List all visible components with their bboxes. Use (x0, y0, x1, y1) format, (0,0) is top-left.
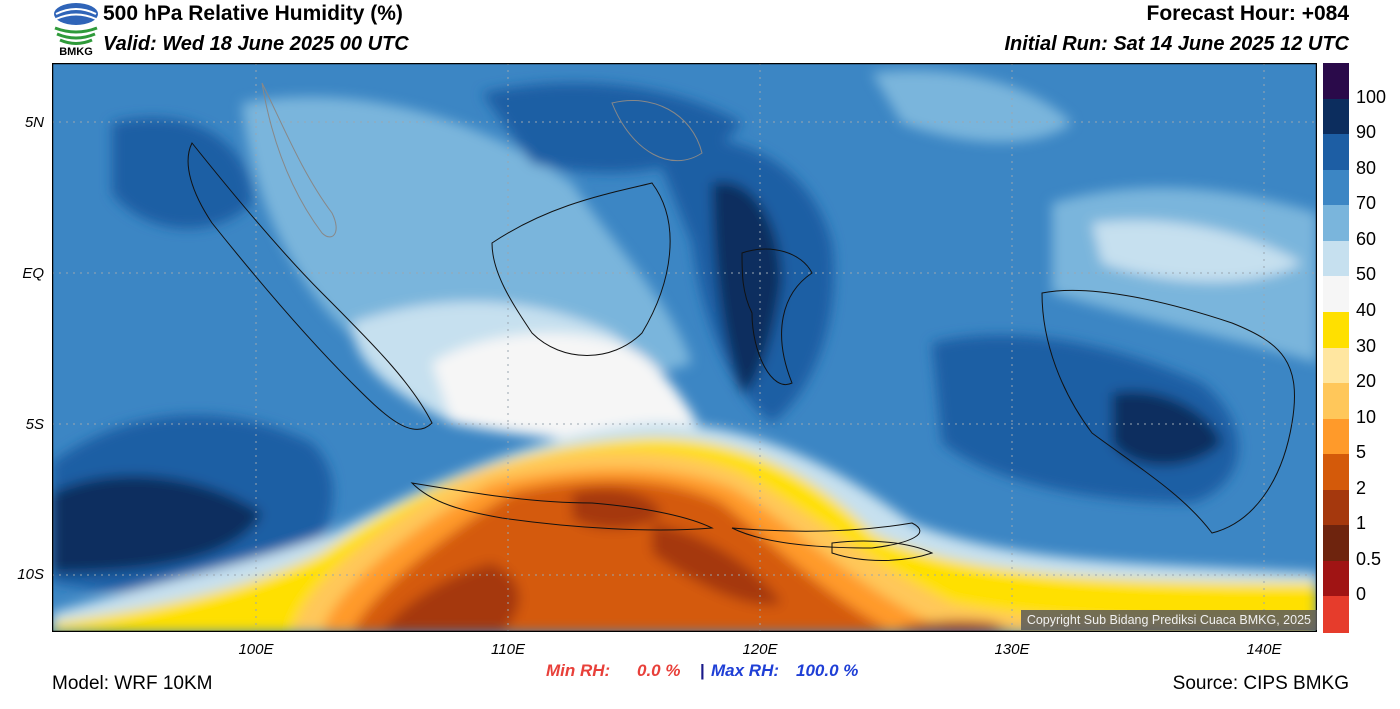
max-rh-label: Max RH: (711, 661, 780, 680)
colorbar (1323, 63, 1349, 633)
lon-label-140e: 140E (1246, 641, 1282, 658)
colorbar-label: 5 (1356, 442, 1367, 463)
rh-region-90-east (1112, 391, 1222, 466)
lon-label-110e: 110E (491, 641, 525, 658)
source-label: Source: CIPS BMKG (1172, 673, 1349, 694)
rh-region-90-sw (52, 475, 262, 573)
coastlines (187, 82, 1295, 561)
logo-text: BMKG (59, 46, 93, 58)
colorbar-label: 0.5 (1356, 548, 1382, 569)
sumatra-outline (187, 142, 433, 430)
min-rh-label: Min RH: (546, 661, 611, 680)
map-frame (51, 62, 1318, 633)
colorbar-swatch (1323, 525, 1349, 562)
humidity-map (46, 62, 1318, 638)
minmax-separator: | (700, 661, 705, 680)
rh-region-60 (242, 96, 692, 386)
colorbar-label: 70 (1356, 193, 1377, 214)
rh-region-80-nw (112, 117, 252, 229)
colorbar-swatch (1323, 134, 1349, 171)
max-rh-value: 100.0 % (796, 661, 859, 680)
rh-region-90-center (712, 181, 782, 393)
colorbar-label: 80 (1356, 157, 1377, 178)
java-outline (410, 482, 714, 531)
colorbar-label: 10 (1356, 406, 1377, 427)
borneo-outline (491, 182, 671, 356)
rh-band-1-java (572, 489, 662, 529)
lat-label-5s: 5S (25, 416, 44, 433)
map-title: 500 hPa Relative Humidity (%) (103, 2, 403, 25)
malay-peninsula-outline (261, 82, 337, 238)
rh-region-60-north (872, 70, 1072, 142)
lon-label-120e: 120E (742, 641, 778, 658)
lat-label-10s: 10S (17, 566, 44, 583)
colorbar-label: 0 (1356, 584, 1367, 605)
nusa-tenggara-outline (731, 522, 921, 549)
bmkg-logo-icon (54, 3, 98, 45)
map-canvas (46, 62, 1318, 638)
rh-band-05-south (892, 621, 1012, 632)
colorbar-label: 20 (1356, 371, 1377, 392)
forecast-hour: Forecast Hour: +084 (1146, 2, 1350, 25)
rh-band-1-sw (382, 563, 520, 632)
valid-time: Valid: Wed 18 June 2025 00 UTC (103, 33, 409, 55)
colorbar-swatch (1323, 596, 1349, 633)
timor-outline (831, 540, 934, 561)
colorbar-swatch (1323, 347, 1349, 384)
colorbar-label: 100 (1356, 86, 1387, 107)
lat-label-eq: EQ (22, 265, 44, 282)
copyright-notice: Copyright Sub Bidang Prediksi Cuaca BMKG… (1020, 610, 1317, 630)
colorbar-label: 30 (1356, 335, 1377, 356)
rh-band-1-south (652, 523, 782, 605)
colorbar-swatch (1323, 205, 1349, 242)
colorbar-swatch (1323, 276, 1349, 313)
rh-region-50-east (1092, 220, 1302, 282)
colorbar-swatch (1323, 311, 1349, 348)
min-rh-value: 0.0 % (637, 661, 681, 680)
colorbar-swatch (1323, 98, 1349, 135)
lat-label-5n: 5N (24, 114, 44, 131)
colorbar-label: 40 (1356, 299, 1377, 320)
rh-region-80-north (482, 83, 742, 173)
rh-region-40 (432, 333, 696, 448)
colorbar-swatch (1323, 169, 1349, 206)
colorbar-swatch (1323, 560, 1349, 597)
colorbar-swatch (1323, 454, 1349, 491)
colorbar-swatch (1323, 489, 1349, 526)
colorbar-swatch (1323, 383, 1349, 420)
bmkg-logo: BMKG (52, 2, 100, 60)
colorbar-label: 50 (1356, 264, 1377, 285)
initial-run: Initial Run: Sat 14 June 2025 12 UTC (1004, 33, 1349, 55)
colorbar-label: 60 (1356, 228, 1377, 249)
model-label: Model: WRF 10KM (52, 673, 213, 694)
colorbar-label: 90 (1356, 122, 1377, 143)
graticule (52, 63, 1317, 632)
colorbar-label: 2 (1356, 477, 1367, 498)
lon-label-130e: 130E (994, 641, 1030, 658)
colorbar-swatch (1323, 240, 1349, 277)
colorbar-swatch (1323, 418, 1349, 455)
sabah-outline (611, 99, 703, 162)
sulawesi-outline (741, 248, 813, 386)
new-guinea-outline (1041, 289, 1295, 534)
colorbar-swatch (1323, 63, 1349, 100)
colorbar-label: 1 (1356, 513, 1367, 534)
lon-label-100e: 100E (238, 641, 274, 658)
